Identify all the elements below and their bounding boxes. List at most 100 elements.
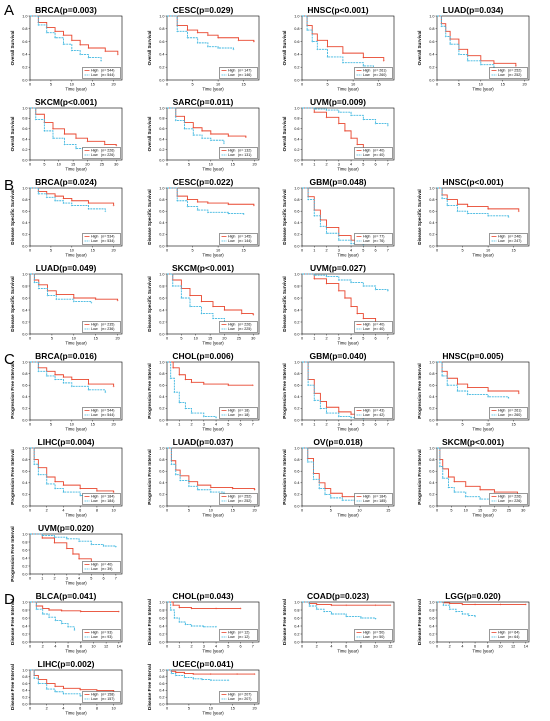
y-tick-label: 0.2 bbox=[294, 493, 299, 497]
data-point-low bbox=[316, 48, 319, 51]
data-point-high bbox=[186, 29, 189, 31]
data-point-high bbox=[86, 140, 89, 143]
data-point-high bbox=[466, 386, 469, 389]
data-point-high bbox=[382, 59, 385, 62]
legend-label-high: High bbox=[228, 149, 235, 153]
x-tick-label: 5 bbox=[90, 577, 92, 581]
y-tick-label: 0.0 bbox=[429, 78, 434, 82]
data-point-low bbox=[62, 491, 65, 493]
series-line-low bbox=[302, 187, 364, 245]
x-tick-label: 15 bbox=[71, 163, 75, 167]
x-tick-label: 10 bbox=[194, 337, 198, 341]
x-tick-label: 6 bbox=[375, 337, 377, 341]
data-point-high bbox=[231, 487, 234, 490]
data-point-low bbox=[200, 312, 203, 315]
x-axis-label: Time (year) bbox=[202, 711, 224, 716]
data-point-high bbox=[493, 491, 496, 493]
legend-count-low: (n= 544) bbox=[101, 413, 115, 417]
y-tick-label: 1.0 bbox=[159, 668, 164, 672]
x-axis-label: Time (year) bbox=[337, 253, 359, 258]
x-tick-label: 5 bbox=[227, 423, 229, 427]
data-point-high bbox=[70, 199, 73, 202]
x-tick-label: 0 bbox=[436, 83, 438, 87]
data-point-low bbox=[449, 43, 452, 46]
data-point-high bbox=[453, 480, 456, 483]
x-tick-label: 12 bbox=[511, 645, 515, 649]
data-point-low bbox=[324, 493, 326, 496]
plot-frame bbox=[166, 187, 260, 247]
plot-frame bbox=[29, 361, 123, 421]
x-tick-label: 2 bbox=[46, 509, 48, 513]
y-tick-label: 0.4 bbox=[294, 481, 299, 485]
x-tick-label: 3 bbox=[203, 645, 205, 649]
y-tick-label: 0.4 bbox=[429, 624, 434, 628]
data-point-high bbox=[190, 381, 193, 384]
km-panel-B-8: BRCA(p=0.024) Disease Specific Survival 0.… bbox=[10, 177, 123, 258]
x-tick-label: 8 bbox=[96, 707, 98, 711]
legend-count-low: (n= 236) bbox=[101, 327, 115, 331]
y-tick-label: 0.0 bbox=[294, 158, 299, 162]
data-point-low bbox=[232, 48, 235, 51]
data-point-low bbox=[318, 487, 321, 490]
y-tick-label: 0.4 bbox=[294, 308, 299, 312]
x-tick-label: 4 bbox=[54, 645, 56, 649]
y-tick-label: 0.8 bbox=[22, 372, 27, 376]
y-tick-label: 0.2 bbox=[159, 66, 164, 70]
chart-title: SARC(p=0.011) bbox=[173, 97, 234, 107]
y-tick-label: 0.0 bbox=[294, 332, 299, 336]
y-tick-label: 0.8 bbox=[22, 608, 27, 612]
x-tick-label: 5 bbox=[362, 249, 364, 253]
y-tick-label: 0.2 bbox=[159, 233, 164, 237]
y-tick-label: 0.0 bbox=[22, 78, 27, 82]
data-point-high bbox=[240, 312, 243, 315]
data-point-high bbox=[209, 133, 212, 135]
data-point-high bbox=[116, 53, 119, 56]
legend-count-low: (n= 534) bbox=[101, 239, 115, 243]
x-tick-label: 0 bbox=[301, 163, 303, 167]
data-point-low bbox=[362, 285, 365, 287]
x-tick-label: 6 bbox=[345, 645, 347, 649]
data-point-high bbox=[53, 541, 56, 544]
data-point-high bbox=[337, 289, 340, 292]
series-line-low bbox=[30, 107, 103, 154]
x-tick-label: 10 bbox=[57, 163, 61, 167]
y-axis-label: Progression Free Interval bbox=[147, 363, 152, 418]
plot-frame bbox=[166, 447, 260, 507]
data-point-high bbox=[54, 480, 56, 483]
y-tick-label: 0.6 bbox=[159, 682, 164, 686]
data-point-low bbox=[54, 36, 56, 39]
y-tick-label: 0.2 bbox=[159, 148, 164, 152]
chart-title: COAD(p=0.023) bbox=[307, 591, 369, 601]
x-tick-label: 15 bbox=[501, 83, 505, 87]
legend-box bbox=[354, 493, 393, 505]
data-point-low bbox=[479, 498, 482, 500]
data-point-low bbox=[307, 384, 310, 387]
y-tick-label: 0.4 bbox=[22, 556, 27, 560]
series-line-high bbox=[167, 187, 255, 206]
y-tick-label: 0.8 bbox=[429, 458, 434, 462]
legend-count-high: (n= 40) bbox=[373, 323, 385, 327]
x-tick-label: 6 bbox=[375, 423, 377, 427]
x-tick-label: 6 bbox=[240, 423, 242, 427]
x-tick-label: 2 bbox=[190, 645, 192, 649]
x-tick-label: 10 bbox=[209, 707, 213, 711]
legend-label-low: Low bbox=[498, 413, 505, 417]
data-point-low bbox=[54, 690, 56, 693]
section-letter-D: D bbox=[4, 591, 15, 608]
data-point-low bbox=[362, 65, 365, 67]
data-point-high bbox=[79, 43, 82, 46]
y-tick-label: 0.0 bbox=[22, 332, 27, 336]
x-axis-label: Time (year) bbox=[65, 341, 87, 346]
y-tick-label: 0.2 bbox=[159, 696, 164, 700]
data-point-high bbox=[514, 65, 517, 67]
series-line-high bbox=[302, 107, 377, 153]
x-tick-label: 20 bbox=[112, 423, 116, 427]
x-tick-label: 15 bbox=[91, 83, 95, 87]
data-point-low bbox=[33, 463, 36, 466]
data-point-high bbox=[487, 207, 490, 210]
legend-count-low: (n= 42) bbox=[373, 413, 385, 417]
km-panel-B-9: CESC(p=0.022) Disease Specific Survival 0.… bbox=[147, 177, 260, 258]
data-point-high bbox=[493, 62, 495, 65]
legend-count-high: (n= 43) bbox=[373, 409, 385, 413]
data-point-high bbox=[313, 111, 316, 114]
